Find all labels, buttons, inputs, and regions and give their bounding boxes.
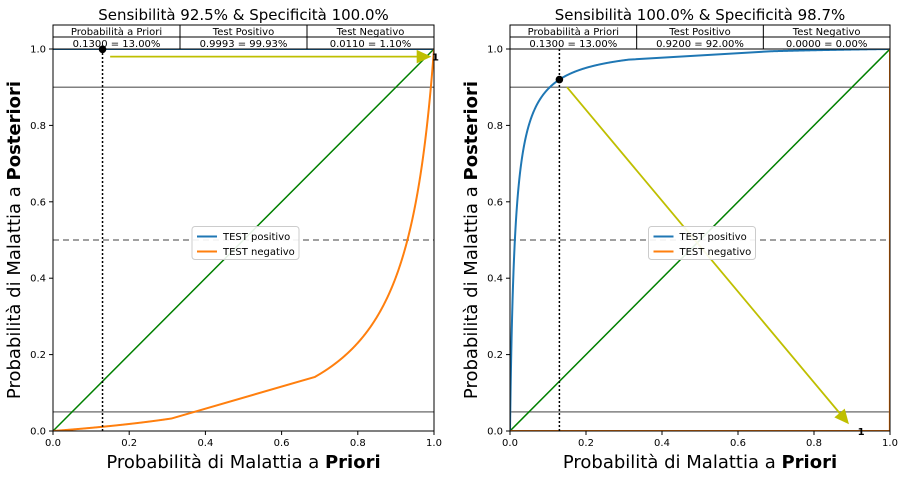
y-tick-label: 0.8 <box>30 121 46 132</box>
x-axis-label: Probabilità di Malattia a Priori <box>106 452 380 473</box>
y-tick-label: 0.2 <box>30 350 46 361</box>
legend-entry-label: TEST positivo <box>679 232 747 243</box>
x-tick-label: 0.4 <box>197 438 213 449</box>
prior-marker-point <box>555 75 564 84</box>
table-header-cell: Test Positivo <box>212 27 274 38</box>
y-tick-label: 0.0 <box>30 427 46 438</box>
x-tick-label: 0.0 <box>45 438 61 449</box>
x-tick-label: 1.0 <box>882 438 898 449</box>
y-tick-label: 1.0 <box>30 45 46 56</box>
y-axis-label-prefix: Probabilità di Malattia a <box>461 180 482 399</box>
x-axis-label: Probabilità di Malattia a Priori <box>563 452 837 473</box>
y-tick-label: 0.4 <box>487 274 503 285</box>
table-header-cell: Test Negativo <box>792 27 861 38</box>
axes-frame <box>509 48 891 432</box>
x-axis-label-bold: Priori <box>781 452 837 473</box>
chart-title: Sensibilità 92.5% & Specificità 100.0% <box>98 6 389 24</box>
x-tick-label: 0.2 <box>578 438 594 449</box>
x-tick-label: 0.0 <box>502 438 518 449</box>
annotation-label: 1 <box>858 427 865 438</box>
y-tick-label: 0.0 <box>487 427 503 438</box>
annotation-label: 1 <box>432 53 439 64</box>
table-value-cell: 0.1300 = 13.00% <box>73 39 161 50</box>
table-value-cell: 0.1300 = 13.00% <box>529 39 617 50</box>
y-tick-label: 0.6 <box>487 197 503 208</box>
table-header-cell: Probabilità a Priori <box>71 26 162 38</box>
y-tick-label: 0.8 <box>487 121 503 132</box>
y-axis-label: Probabilità di Malattia a Posteriori <box>461 81 482 399</box>
y-tick-label: 0.2 <box>487 350 503 361</box>
x-tick-label: 0.8 <box>806 438 822 449</box>
y-axis-label-prefix: Probabilità di Malattia a <box>4 180 25 399</box>
y-tick-label: 1.0 <box>487 45 503 56</box>
x-axis-label-bold: Priori <box>325 452 381 473</box>
arrow-head <box>416 49 432 64</box>
x-tick-label: 0.4 <box>654 438 670 449</box>
left-chart-panel: Sensibilità 92.5% & Specificità 100.0% Pr… <box>4 6 442 473</box>
table-value-cell: 0.9993 = 99.93% <box>200 39 288 50</box>
x-tick-label: 0.6 <box>730 438 746 449</box>
y-tick-label: 0.4 <box>30 274 46 285</box>
table-header-cell: Test Positivo <box>668 27 730 38</box>
y-axis-label-bold: Posteriori <box>4 81 25 181</box>
table-value-cell: 0.0110 = 1.10% <box>330 39 412 50</box>
x-tick-label: 0.8 <box>350 438 366 449</box>
x-tick-label: 1.0 <box>426 438 442 449</box>
x-tick-label: 0.2 <box>121 438 137 449</box>
legend-entry-label: TEST negativo <box>222 247 295 258</box>
y-axis-label-bold: Posteriori <box>461 81 482 181</box>
y-tick-label: 0.6 <box>30 197 46 208</box>
y-axis-label: Probabilità di Malattia a Posteriori <box>4 81 25 399</box>
x-axis-label-prefix: Probabilità di Malattia a <box>563 452 782 473</box>
table-header-cell: Probabilità a Priori <box>528 26 619 38</box>
table-header-cell: Test Negativo <box>336 27 405 38</box>
x-axis-label-prefix: Probabilità di Malattia a <box>106 452 325 473</box>
legend-entry-label: TEST positivo <box>222 232 290 243</box>
axes-frame <box>52 48 435 432</box>
table-value-cell: 0.9200 = 92.00% <box>656 39 744 50</box>
arrow-head <box>834 408 849 425</box>
table-value-cell: 0.0000 = 0.00% <box>786 39 868 50</box>
x-tick-label: 0.6 <box>274 438 290 449</box>
right-chart-panel: Sensibilità 100.0% & Specificità 98.7% Pr… <box>461 6 898 473</box>
series-line-test-negativo <box>53 49 434 431</box>
chart-title: Sensibilità 100.0% & Specificità 98.7% <box>555 6 846 24</box>
legend-entry-label: TEST negativo <box>679 247 752 258</box>
legend-box <box>648 226 756 260</box>
legend-box <box>191 226 300 260</box>
